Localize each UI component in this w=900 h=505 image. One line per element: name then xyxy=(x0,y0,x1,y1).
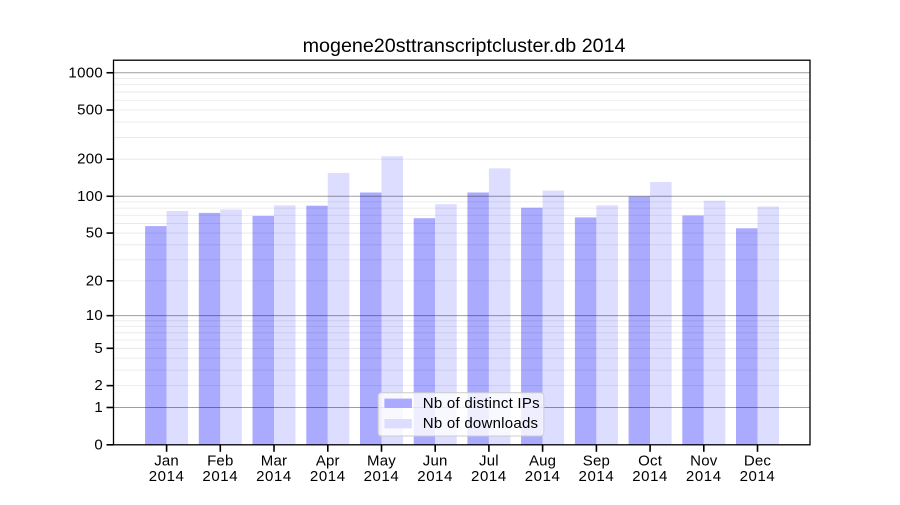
svg-text:2014: 2014 xyxy=(471,468,507,485)
svg-text:Nb of distinct IPs: Nb of distinct IPs xyxy=(423,395,540,412)
svg-text:50: 50 xyxy=(86,225,103,242)
svg-text:2014: 2014 xyxy=(417,468,453,485)
svg-text:2014: 2014 xyxy=(149,468,185,485)
svg-text:100: 100 xyxy=(77,188,103,205)
svg-text:Mar: Mar xyxy=(261,453,287,470)
svg-text:Sep: Sep xyxy=(583,453,610,470)
svg-text:10: 10 xyxy=(86,307,103,324)
svg-text:May: May xyxy=(367,453,396,470)
svg-text:1000: 1000 xyxy=(68,64,103,81)
svg-text:2014: 2014 xyxy=(202,468,238,485)
svg-text:Oct: Oct xyxy=(638,453,663,470)
svg-text:Dec: Dec xyxy=(744,453,772,470)
svg-text:2014: 2014 xyxy=(525,468,561,485)
svg-text:200: 200 xyxy=(77,151,103,168)
svg-text:Feb: Feb xyxy=(207,453,233,470)
svg-text:1: 1 xyxy=(94,399,103,416)
svg-text:5: 5 xyxy=(94,340,103,357)
svg-text:2014: 2014 xyxy=(364,468,400,485)
svg-text:0: 0 xyxy=(94,436,103,453)
svg-text:Aug: Aug xyxy=(529,453,556,470)
svg-text:2014: 2014 xyxy=(632,468,668,485)
svg-text:mogene20sttranscriptcluster.db: mogene20sttranscriptcluster.db 2014 xyxy=(303,35,626,57)
svg-text:2014: 2014 xyxy=(256,468,292,485)
svg-text:Nb of downloads: Nb of downloads xyxy=(423,415,539,432)
svg-text:500: 500 xyxy=(77,102,103,119)
svg-text:2014: 2014 xyxy=(579,468,615,485)
svg-text:Apr: Apr xyxy=(316,453,340,470)
svg-text:20: 20 xyxy=(86,272,103,289)
svg-text:2014: 2014 xyxy=(740,468,776,485)
svg-text:2: 2 xyxy=(94,377,103,394)
svg-text:Jul: Jul xyxy=(479,453,499,470)
svg-text:2014: 2014 xyxy=(310,468,346,485)
svg-text:Jun: Jun xyxy=(423,453,448,470)
svg-text:2014: 2014 xyxy=(686,468,722,485)
svg-text:Nov: Nov xyxy=(690,453,718,470)
svg-text:Jan: Jan xyxy=(154,453,179,470)
